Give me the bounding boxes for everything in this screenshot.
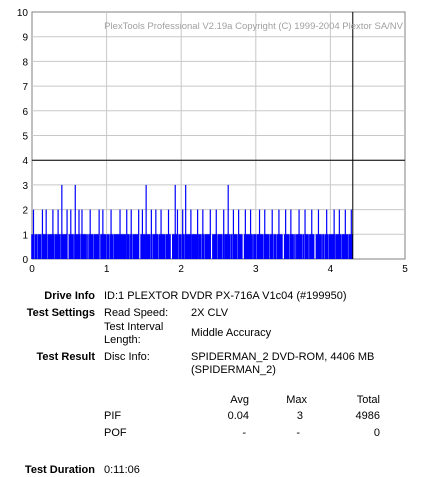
col-total-header: Total [356, 394, 380, 406]
y-tick-label: 7 [22, 82, 28, 93]
pof-total: 0 [373, 427, 380, 439]
y-tick-label: 3 [22, 181, 28, 192]
pif-chart: 0 1 2 3 4 5 6 7 8 9 10 0 1 2 3 4 5 PlexTools Profession… [17, 8, 408, 275]
y-tick-label: 9 [22, 33, 28, 44]
drive-info-label: Drive Info [44, 290, 95, 302]
disc-info-label: Disc Info: [104, 351, 150, 363]
y-tick-label: 4 [22, 156, 28, 167]
test-result-label: Test Result [36, 351, 95, 363]
col-avg-header: Avg [230, 394, 249, 406]
x-tick-labels: 0 1 2 3 4 5 [29, 264, 408, 275]
y-tick-label: 1 [22, 230, 28, 241]
threshold-markers [32, 12, 405, 259]
col-max-header: Max [286, 394, 307, 406]
pif-bars [31, 184, 353, 259]
test-duration-label: Test Duration [24, 464, 95, 476]
pif-avg: 0.04 [227, 410, 249, 422]
drive-info-value: ID:1 PLEXTOR DVDR PX-716A V1c04 (#199950… [104, 290, 347, 302]
y-tick-label: 5 [22, 132, 28, 143]
x-tick-label: 5 [402, 264, 408, 275]
test-duration-value: 0:11:06 [104, 464, 140, 476]
y-tick-label: 10 [17, 8, 29, 19]
x-tick-label: 1 [104, 264, 110, 275]
y-tick-label: 2 [22, 206, 28, 217]
x-tick-label: 4 [328, 264, 334, 275]
y-tick-labels: 0 1 2 3 4 5 6 7 8 9 10 [17, 8, 29, 266]
disc-info-value-1: SPIDERMAN_2 DVD-ROM, 4406 MB [191, 351, 375, 363]
x-tick-label: 3 [253, 264, 259, 275]
pif-max: 3 [296, 410, 303, 422]
test-settings-label: Test Settings [26, 307, 95, 319]
disc-info-value-2: (SPIDERMAN_2) [191, 364, 276, 376]
copyright-watermark: PlexTools Professional V2.19a Copyright … [104, 21, 404, 32]
x-tick-label: 2 [178, 264, 184, 275]
pof-label: POF [104, 427, 127, 439]
read-speed-value: 2X CLV [191, 307, 229, 319]
pof-avg: - [242, 427, 246, 439]
pif-label: PIF [104, 410, 122, 422]
y-tick-label: 6 [22, 107, 28, 118]
y-tick-label: 0 [22, 255, 28, 266]
pof-max: - [296, 427, 300, 439]
pif-total: 4986 [355, 410, 380, 422]
read-speed-label: Read Speed: [104, 307, 169, 319]
y-tick-label: 8 [22, 57, 28, 68]
test-interval-value: Middle Accuracy [191, 327, 272, 339]
test-interval-label-2: Length: [104, 334, 141, 346]
test-interval-label-1: Test Interval [104, 321, 164, 333]
x-tick-label: 0 [29, 264, 35, 275]
